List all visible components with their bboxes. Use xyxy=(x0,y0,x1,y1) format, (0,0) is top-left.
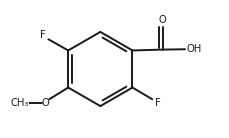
Text: O: O xyxy=(158,15,166,25)
Text: CH₃: CH₃ xyxy=(10,98,29,108)
Text: OH: OH xyxy=(185,44,200,54)
Text: F: F xyxy=(154,98,160,108)
Text: F: F xyxy=(40,30,46,40)
Text: O: O xyxy=(41,98,49,108)
